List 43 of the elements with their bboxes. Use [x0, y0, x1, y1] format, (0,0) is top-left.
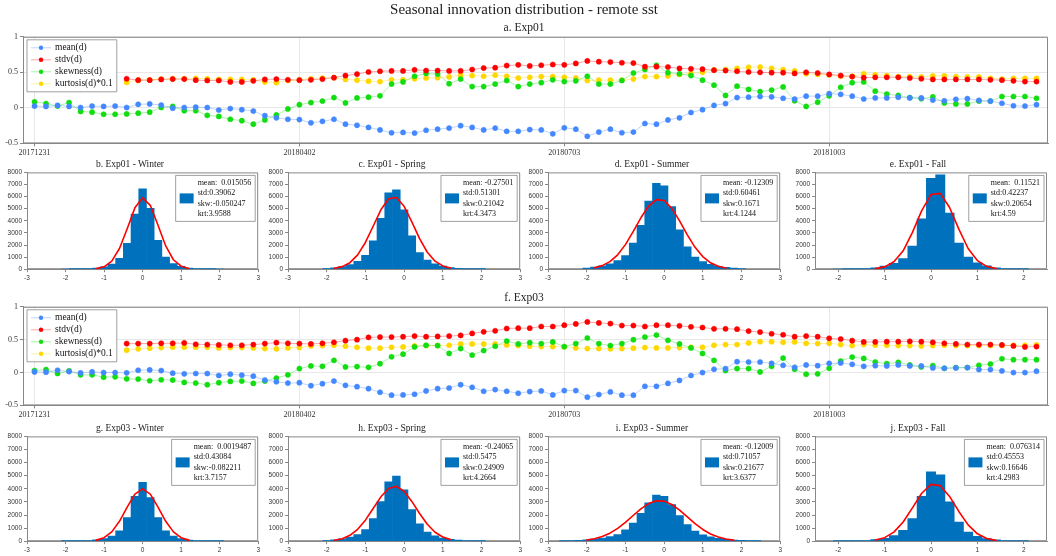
legend-label: mean: -0.12009 std:0.71057 skw:0.21677 krt:3.6377 — [722, 441, 774, 483]
chart-title: d. Exp01 - Summer — [614, 159, 691, 170]
legend-label: mean: 0.015056 std:0.39062 skw:-0.050247 krt:3.9588 — [197, 177, 252, 219]
legend-label: mean: -0.24065 std:0.5475 skw:0.24909 krt:4.2664 — [462, 441, 514, 483]
y-tick-label: 0.5 — [8, 67, 18, 77]
x-tick-label: 20181003 — [813, 410, 846, 420]
chart-title: g. Exp03 - Winter — [95, 423, 165, 434]
x-tick-label: 20180703 — [548, 410, 581, 420]
legend-label: mean: 0.0019487 std:0.43084 skw:-0.082211 krt:3.7157 — [193, 441, 252, 483]
legend-label: mean: -0.27501 std:0.51301 skw:0.21042 krt:4.3473 — [462, 177, 514, 219]
x-tick-label: 20180402 — [283, 148, 316, 158]
y-tick-label: -0.5 — [5, 138, 18, 148]
y-tick-label: -0.5 — [5, 400, 18, 410]
chart-title: j. Exp03 - Fall — [889, 423, 946, 434]
x-tick-label: 20180402 — [283, 410, 316, 420]
x-tick-label: 20180703 — [548, 148, 581, 158]
chart-title: e. Exp01 - Fall — [889, 159, 947, 170]
legend-label: skewness(d) — [55, 66, 102, 78]
chart-title: c. Exp01 - Spring — [358, 159, 426, 170]
y-tick-label: 0 — [14, 367, 18, 377]
legend-label: mean(d) — [55, 312, 87, 324]
chart-title: h. Exp03 - Spring — [358, 423, 427, 434]
chart-subtitle: a. Exp01 — [503, 20, 545, 34]
legend-label: mean: 0.11521 std:0.42237 skw:0.20654 krt:4.59 — [990, 177, 1040, 219]
legend-label: kurtosis(d)*0.1 — [55, 348, 114, 360]
legend-label: stdv(d) — [55, 324, 82, 336]
legend-label: skewness(d) — [55, 336, 102, 348]
y-tick-label: 0.5 — [8, 334, 18, 344]
legend-label: kurtosis(d)*0.1 — [55, 78, 114, 90]
chart-title: Seasonal innovation distribution - remote sst — [390, 0, 659, 17]
legend-label: mean: 0.076314 std:0.45553 skw:0.16646 krt:4.2983 — [986, 441, 1040, 483]
y-tick-label: 1 — [14, 31, 18, 41]
chart-title: i. Exp03 - Summer — [615, 423, 689, 434]
legend-label: stdv(d) — [55, 54, 82, 66]
y-tick-label: 0 — [14, 102, 18, 112]
legend-label: mean: -0.12309 std:0.60461 skw:0.1671 krt:4.1244 — [722, 177, 774, 219]
y-tick-label: 1 — [14, 301, 18, 311]
legend-label: mean(d) — [55, 42, 87, 54]
x-tick-label: 20171231 — [18, 410, 51, 420]
x-tick-label: 20171231 — [18, 148, 51, 158]
x-tick-label: 20181003 — [813, 148, 846, 158]
chart-title: b. Exp01 - Winter — [95, 159, 165, 170]
chart-title: f. Exp03 — [504, 290, 545, 304]
